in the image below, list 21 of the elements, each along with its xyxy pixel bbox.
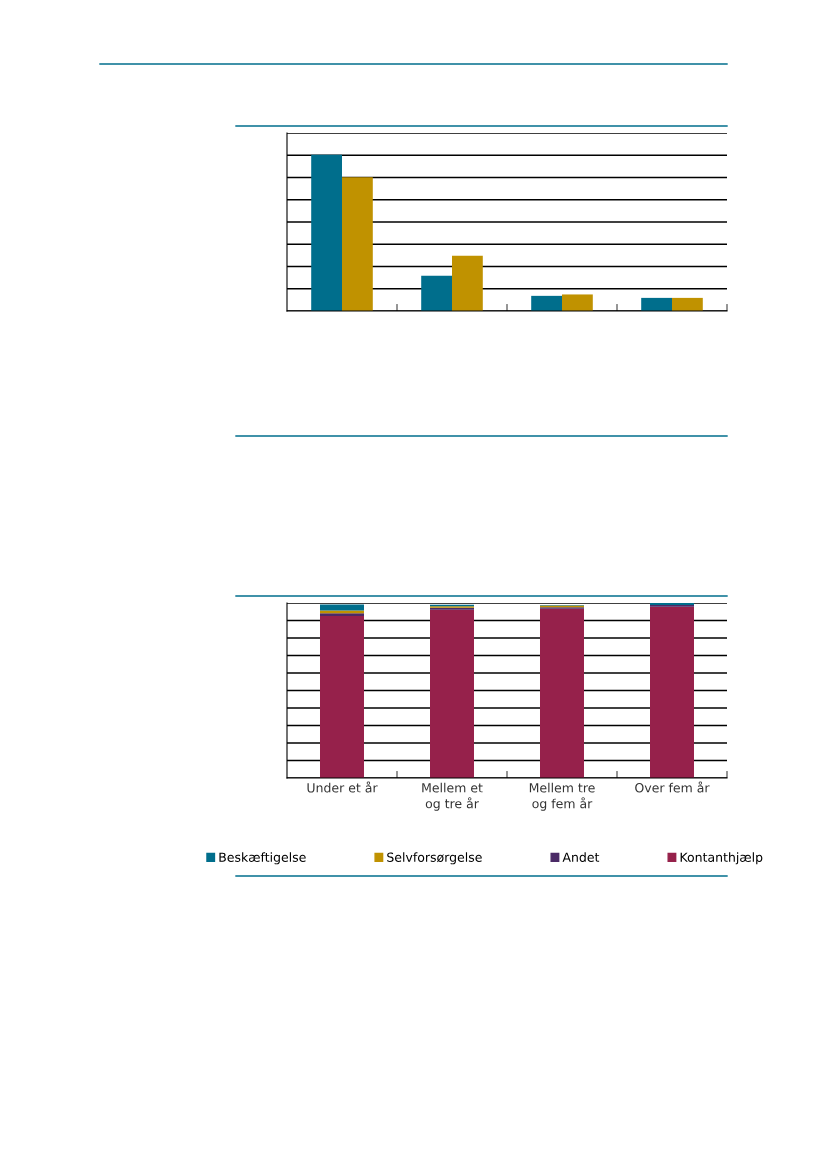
bar: [320, 616, 364, 778]
bar: [452, 255, 483, 311]
legend-label: Andet: [562, 852, 600, 862]
bar: [540, 608, 584, 778]
bar: [531, 295, 562, 311]
bar: [320, 604, 364, 611]
x-tick-label: Over fem år: [635, 781, 710, 793]
legend-label: Kontanthjælp: [680, 852, 763, 865]
bar: [562, 294, 593, 311]
bar: [421, 275, 452, 311]
legend-label: Beskæftigelse: [219, 852, 306, 865]
bar: [311, 154, 342, 311]
bar: [430, 609, 474, 778]
bar: [672, 297, 703, 311]
legend-label: Selvforsørgelse: [387, 852, 482, 865]
x-tick-label: Mellem et og tre år: [422, 782, 483, 811]
x-tick-label: Mellem tre og fem år: [529, 782, 595, 811]
bar: [650, 606, 694, 778]
bar: [342, 177, 373, 311]
x-tick-label: Under et år: [307, 781, 378, 793]
bar: [641, 297, 672, 311]
